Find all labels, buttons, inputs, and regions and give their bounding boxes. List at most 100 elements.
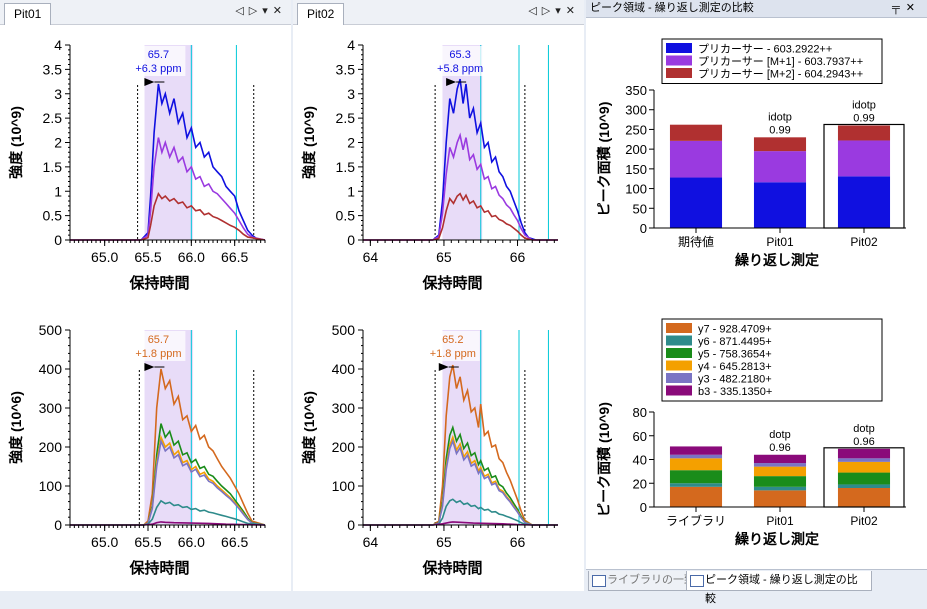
bar-segment-Pit02 (837, 472, 891, 485)
pit02-fragment-chart[interactable]: 65.2 +1.8 ppm 0 100 200 300 400 500 64 65 66 保持時間 強度… (293, 310, 584, 591)
annotation-rt: 65.3 (449, 49, 470, 61)
series-line-y5 (70, 423, 266, 526)
pit01-window-controls: ◁ ▷ ▾ ✕ (233, 4, 285, 17)
next-icon[interactable]: ▷ (541, 5, 554, 17)
y-tick-label: 2 (54, 135, 62, 151)
y-tick-label: 150 (625, 162, 647, 177)
bar-segment-Pit02 (837, 461, 891, 473)
legend-swatch (666, 373, 692, 383)
legend-swatch (666, 360, 692, 371)
tab-peak-area-replicate[interactable]: ピーク領域 - 繰り返し測定の比較 (686, 571, 872, 605)
bar-segment-Pit02 (837, 140, 891, 177)
y-tick-label: 200 (39, 439, 63, 455)
y-tick-label: 3.5 (43, 61, 63, 77)
tab-pit01[interactable]: Pit01 (4, 3, 52, 25)
x-tick-label: 66.0 (178, 534, 205, 550)
x-tick-label: Pit02 (850, 514, 878, 528)
pit02-panel: Pit02 ◁ ▷ ▾ ✕ 65.3 +5.8 ppm 0 0.5 1 1.5 2 2.5 3 3.5 4… (293, 0, 584, 591)
legend-label: y6 - 871.4495+ (698, 336, 772, 348)
tab-library-match[interactable]: ライブラリの一致 (588, 571, 700, 591)
y-tick-label: 0 (640, 221, 647, 236)
close-icon[interactable]: ✕ (272, 5, 285, 17)
x-tick-label: 66.0 (178, 249, 205, 265)
fragment-area-svg[interactable]: y7 - 928.4709+y6 - 871.4495+y5 - 758.365… (586, 290, 927, 567)
y-tick-label: 0.5 (336, 208, 356, 224)
bar-top-metric: dotp (769, 429, 790, 441)
precursor-area-chart[interactable]: プリカーサー - 603.2922++ プリカーサー [M+1] - 603.79… (586, 18, 927, 288)
legend-swatch (666, 68, 692, 78)
x-axis-title: 保持時間 (421, 274, 482, 292)
y-tick-label: 60 (633, 429, 647, 444)
bar-segment-期待値 (669, 177, 723, 228)
y-tick-label: 1.5 (43, 159, 63, 175)
annotation-ppm: +1.8 ppm (430, 348, 476, 360)
y-tick-label: 1 (54, 183, 62, 199)
series-line-y6 (70, 499, 266, 526)
x-tick-label: 期待値 (678, 234, 714, 249)
x-axis-title: 保持時間 (128, 274, 189, 292)
y-axis-title: 強度 (10^9) (301, 106, 317, 179)
y-tick-label: 400 (39, 361, 63, 377)
y-tick-label: 4 (347, 37, 355, 53)
y-tick-label: 0 (54, 517, 62, 533)
y-tick-label: 50 (633, 201, 647, 216)
x-tick-label: 66 (510, 249, 526, 265)
bar-segment-Pit01 (753, 454, 807, 464)
prev-icon[interactable]: ◁ (528, 5, 540, 17)
y-axis-title: ピーク面積 (10^9) (596, 402, 612, 517)
pit02-precursor-chart[interactable]: 65.3 +5.8 ppm 0 0.5 1 1.5 2 2.5 3 3.5 4 64 65 66 保持時間 強… (293, 25, 584, 310)
annotation-rt: 65.7 (148, 49, 169, 61)
fragment-area-chart[interactable]: y7 - 928.4709+ y6 - 871.4495+ y5 - 758.365… (586, 290, 927, 567)
bar-top-metric: dotp (853, 423, 874, 435)
y-tick-label: 350 (625, 83, 647, 98)
prev-icon[interactable]: ◁ (235, 5, 247, 17)
pit02-precursor-svg[interactable]: 65.3 +5.8 ppm 0 0.5 1 1.5 2 2.5 3 3.5 4 64 65 66 保持時間 強… (293, 25, 584, 310)
y-tick-label: 200 (625, 142, 647, 157)
x-tick-label: Pit01 (766, 235, 794, 249)
bar-segment-ライブラリ (669, 483, 723, 487)
series-line-[M+1] (363, 132, 558, 241)
legend-swatch (666, 55, 692, 66)
menu-chevron-down-icon[interactable]: ▾ (555, 5, 564, 17)
pit02-fragment-svg[interactable]: 65.2 +1.8 ppm 0 100 200 300 400 500 64 65 66 保持時間 強度… (293, 310, 584, 591)
bar-top-metric: idotp (768, 111, 792, 123)
menu-chevron-down-icon[interactable]: ▾ (262, 5, 271, 17)
series-line-プリカーサー (70, 83, 266, 241)
precursor-area-svg[interactable]: プリカーサー - 603.2922++プリカーサー [M+1] - 603.79… (586, 18, 927, 288)
x-tick-label: Pit02 (850, 235, 878, 249)
bar-segment-ライブラリ (669, 458, 723, 471)
pit01-precursor-svg[interactable]: 65.7 +6.3 ppm 0 0.5 1 1.5 2 2.5 3 3.5 4 65.0 65.5 66.… (0, 25, 291, 310)
y-tick-label: 500 (39, 322, 63, 338)
y-tick-label: 20 (633, 476, 647, 491)
legend-swatch (666, 323, 692, 333)
bar-segment-Pit01 (753, 466, 807, 477)
tab-pit02[interactable]: Pit02 (297, 3, 345, 25)
legend-box (661, 318, 883, 402)
annotation-background (131, 46, 186, 76)
close-icon[interactable]: ✕ (565, 5, 578, 17)
y-tick-label: 100 (332, 478, 356, 494)
close-icon[interactable]: ✕ (905, 2, 921, 14)
x-axis-title: 保持時間 (421, 559, 482, 577)
x-axis-title: 繰り返し測定 (735, 531, 819, 547)
bar-top-value: 0.96 (769, 442, 790, 454)
next-icon[interactable]: ▷ (248, 5, 261, 17)
pin-icon[interactable]: ╤ (891, 2, 906, 14)
bar-segment-Pit02 (837, 176, 891, 228)
y-tick-label: 0 (54, 232, 62, 248)
legend-label: y7 - 928.4709+ (698, 324, 772, 336)
y-tick-label: 300 (39, 400, 63, 416)
y-tick-label: 300 (332, 400, 356, 416)
legend-label: プリカーサー [M+1] - 603.7937++ (698, 55, 863, 68)
legend-swatch (666, 348, 692, 358)
apex-flag-icon (438, 363, 449, 371)
bar-segment-ライブラリ (669, 454, 723, 459)
y-tick-label: 3 (347, 86, 355, 102)
series-line-b3 (70, 521, 266, 526)
pit01-precursor-chart[interactable]: 65.7 +6.3 ppm 0 0.5 1 1.5 2 2.5 3 3.5 4 65.0 65.5 66.… (0, 25, 291, 310)
pit01-fragment-svg[interactable]: 65.7 +1.8 ppm 0 100 200 300 400 500 65.0 65.5 66.0… (0, 310, 291, 591)
tab-library-match-label: ライブラリの一致 (607, 574, 695, 586)
pit01-fragment-chart[interactable]: 65.7 +1.8 ppm 0 100 200 300 400 500 65.0 65.5 66.0… (0, 310, 291, 591)
bar-segment-期待値 (669, 124, 723, 141)
peak-area-panel: ピーク領域 - 繰り返し測定の比較 ╤✕ プリカーサー - 603.2922++… (586, 0, 927, 569)
